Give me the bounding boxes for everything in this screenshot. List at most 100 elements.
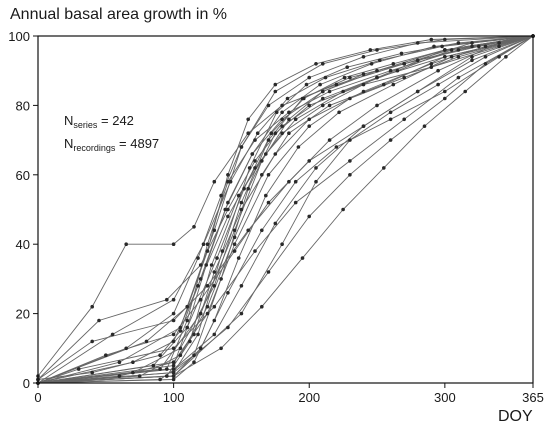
series-line: [37, 35, 534, 380]
data-point: [302, 96, 306, 101]
data-point: [220, 249, 225, 253]
data-point: [246, 228, 250, 233]
data-point: [171, 360, 176, 365]
plot-border: [37, 35, 534, 384]
data-point: [436, 82, 440, 87]
data-point: [171, 318, 176, 323]
data-point: [232, 235, 237, 240]
series-line: [37, 35, 534, 380]
data-point: [264, 193, 268, 198]
data-point: [327, 138, 332, 142]
data-point: [117, 360, 122, 365]
data-point: [280, 117, 284, 122]
data-point: [198, 346, 203, 351]
data-point: [456, 75, 461, 80]
data-point: [287, 179, 291, 184]
data-point: [273, 131, 278, 135]
data-point: [253, 249, 257, 253]
data-point: [165, 297, 169, 302]
series-line: [37, 35, 534, 380]
data-point: [304, 82, 309, 87]
data-point: [323, 75, 328, 80]
data-point: [497, 41, 501, 45]
data-point: [318, 82, 322, 87]
data-point: [273, 221, 278, 226]
data-point: [463, 89, 468, 94]
data-point: [260, 304, 264, 309]
data-point: [205, 311, 210, 316]
data-point: [236, 193, 241, 198]
data-point: [158, 377, 162, 382]
data-point: [219, 193, 223, 198]
data-point: [287, 117, 291, 122]
data-point: [443, 48, 447, 52]
data-point: [226, 207, 230, 212]
data-point: [90, 339, 94, 344]
data-point: [429, 62, 434, 66]
data-point: [391, 62, 396, 66]
data-point: [443, 55, 447, 59]
data-point: [253, 166, 257, 170]
y-tick-label: 40: [16, 237, 30, 252]
recordings-count-subscript: recordings: [73, 143, 116, 153]
data-point: [239, 207, 244, 212]
data-point: [470, 58, 474, 63]
data-point: [429, 65, 434, 69]
data-point: [266, 138, 271, 142]
x-tick-label: 300: [434, 390, 456, 405]
data-point: [171, 332, 176, 337]
svg-text:Nrecordings = 4897: Nrecordings = 4897: [64, 136, 159, 153]
recordings-count-symbol: N: [64, 136, 73, 151]
data-point: [192, 353, 196, 358]
data-point: [307, 117, 312, 122]
x-tick-label: 0: [34, 390, 41, 405]
data-point: [314, 166, 318, 170]
series-count-subscript: series: [73, 120, 98, 130]
data-point: [212, 318, 217, 323]
data-point: [266, 103, 271, 108]
data-point: [209, 263, 214, 267]
data-point: [196, 284, 200, 288]
data-point: [171, 297, 176, 302]
data-point: [388, 138, 393, 142]
data-point: [171, 363, 176, 368]
data-point: [361, 89, 366, 94]
data-point: [382, 166, 386, 170]
data-point: [236, 256, 241, 260]
data-point: [212, 179, 217, 184]
plot-lines: [37, 35, 534, 384]
data-point: [178, 325, 183, 330]
data-point: [260, 159, 264, 163]
data-point: [266, 200, 271, 205]
data-point: [97, 318, 101, 323]
data-point: [375, 75, 379, 80]
data-point: [165, 367, 169, 371]
data-point: [395, 68, 400, 73]
x-axis-title: DOY: [498, 408, 533, 425]
y-tick-label: 100: [8, 29, 30, 44]
data-point: [456, 41, 461, 45]
data-point: [504, 55, 508, 59]
data-point: [124, 242, 128, 246]
data-point: [273, 82, 278, 87]
data-point: [382, 82, 386, 87]
x-tick-label: 200: [298, 390, 320, 405]
data-point: [204, 263, 208, 267]
data-point: [321, 89, 325, 94]
plot-points: [36, 34, 535, 385]
data-point: [415, 58, 420, 63]
data-point: [178, 346, 183, 351]
y-axis-title: Annual basal area growth in %: [10, 6, 227, 23]
data-point: [117, 374, 122, 378]
data-point: [90, 304, 94, 309]
series-line: [37, 35, 534, 384]
plot-frame: [37, 35, 534, 384]
data-point: [246, 131, 250, 135]
data-point: [348, 173, 352, 177]
data-point: [253, 159, 257, 163]
data-point: [280, 124, 284, 128]
data-point: [219, 277, 223, 281]
data-point: [171, 339, 176, 344]
data-point: [483, 55, 488, 59]
